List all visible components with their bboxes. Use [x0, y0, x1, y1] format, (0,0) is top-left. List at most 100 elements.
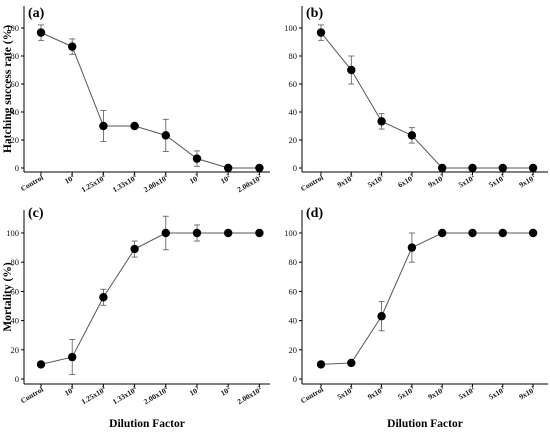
x-tick-label: 102 — [219, 173, 233, 186]
data-point — [36, 360, 46, 369]
data-point — [498, 163, 507, 173]
data-point — [224, 228, 233, 238]
data-point — [99, 121, 108, 131]
data-point — [528, 228, 538, 238]
y-tick-label: 20 — [11, 345, 20, 355]
data-point — [377, 312, 386, 321]
data-point — [161, 228, 170, 238]
data-point — [347, 65, 356, 75]
data-point — [130, 121, 139, 131]
x-tick-label: 1.33x104 — [111, 173, 139, 194]
x-axis-title: Dilution Factor — [387, 418, 463, 430]
y-tick-label: 80 — [11, 257, 20, 267]
x-tick-label: 1.25x104 — [80, 385, 108, 406]
y-tick-label: 40 — [289, 107, 298, 117]
data-point — [468, 163, 477, 173]
y-tick-label: 20 — [289, 135, 298, 145]
data-point — [468, 228, 477, 238]
data-point — [407, 243, 417, 252]
x-tick-label: Control — [19, 173, 45, 193]
x-tick-label: 5x103 — [396, 385, 416, 402]
data-point — [68, 352, 77, 362]
y-axis-title: Hatching success rate (%) — [2, 25, 14, 153]
data-point — [161, 131, 170, 140]
x-tick-label: 2.00x102 — [236, 173, 264, 194]
y-tick-label: 100 — [6, 228, 19, 238]
x-tick-label: 6x103 — [396, 173, 416, 190]
x-tick-label: 9x104 — [336, 173, 356, 190]
panel-b: 0 20 40 60 80 100 Control 9x104 5x103 6x103 9x103 5… — [284, 6, 548, 193]
x-tick-label: 103 — [188, 173, 202, 186]
y-tick-label: 40 — [289, 316, 298, 326]
x-tick-label: 102 — [219, 385, 233, 398]
y-tick-label: 0 — [15, 374, 19, 384]
panel-letter: (a) — [28, 6, 45, 21]
y-tick-label: 80 — [289, 51, 298, 61]
x-tick-label: 1.25x104 — [80, 173, 108, 194]
data-point — [99, 293, 108, 302]
series-line — [320, 32, 534, 169]
x-tick-label: 9x103 — [427, 385, 447, 402]
data-point — [377, 117, 386, 126]
y-tick-label: 80 — [11, 51, 20, 61]
y-tick-label: 20 — [11, 135, 20, 145]
y-tick-label: 40 — [11, 107, 20, 117]
data-point — [438, 228, 447, 238]
data-point — [255, 228, 264, 238]
panel-letter: (b) — [306, 6, 323, 21]
series-line — [40, 32, 260, 169]
x-tick-label: 5x102 — [457, 173, 477, 190]
series-line — [320, 232, 534, 365]
x-tick-label: 5x102 — [457, 385, 477, 402]
y-tick-label: 0 — [293, 163, 297, 173]
data-point — [130, 244, 139, 254]
series-line — [40, 232, 260, 365]
data-point — [192, 154, 202, 163]
data-point — [68, 42, 77, 51]
x-tick-label: 103 — [188, 385, 202, 398]
y-axis-title: Mortality (%) — [2, 262, 14, 331]
y-tick-label: 40 — [11, 316, 20, 326]
data-point — [36, 28, 46, 37]
x-tick-label: 2.00x104 — [142, 385, 170, 406]
data-point — [192, 228, 202, 238]
data-point — [438, 163, 447, 173]
x-tick-label: 1.33x104 — [111, 385, 139, 406]
y-tick-label: 60 — [289, 79, 298, 89]
y-tick-label: 0 — [15, 163, 19, 173]
data-point — [347, 358, 356, 368]
data-point — [407, 131, 417, 140]
x-axis-title: Dilution Factor — [109, 418, 185, 430]
x-tick-label: Control — [299, 385, 325, 405]
x-tick-label: 5x104 — [336, 385, 356, 402]
data-point — [316, 28, 326, 37]
x-tick-label: 9x101 — [517, 385, 537, 402]
x-tick-label: 2.00x102 — [236, 385, 264, 406]
panel-letter: (c) — [28, 206, 44, 221]
y-tick-label: 60 — [11, 286, 20, 296]
x-tick-label: 104 — [63, 385, 77, 398]
y-tick-label: 100 — [284, 228, 297, 238]
x-tick-label: 9x104 — [366, 385, 386, 402]
panel-d: 0 20 40 60 80 100 Control 5x104 9x104 5x103 9x103 5… — [284, 206, 548, 430]
data-point — [528, 163, 538, 173]
x-tick-label: 9x101 — [517, 173, 537, 190]
y-tick-label: 60 — [289, 286, 298, 296]
x-tick-label: 5x103 — [366, 173, 386, 190]
x-tick-label: 5x101 — [487, 385, 507, 402]
x-tick-label: 104 — [63, 173, 77, 186]
x-tick-label: 2.00x104 — [142, 173, 170, 194]
x-tick-label: 5x101 — [487, 173, 507, 190]
y-tick-label: 80 — [289, 257, 298, 267]
data-point — [498, 228, 507, 238]
data-point — [316, 360, 326, 369]
panel-letter: (d) — [306, 206, 323, 221]
y-tick-label: 60 — [11, 79, 20, 89]
data-point — [224, 163, 233, 173]
y-tick-label: 100 — [284, 23, 297, 33]
y-tick-label: 0 — [293, 374, 297, 384]
x-tick-label: Control — [19, 385, 45, 405]
